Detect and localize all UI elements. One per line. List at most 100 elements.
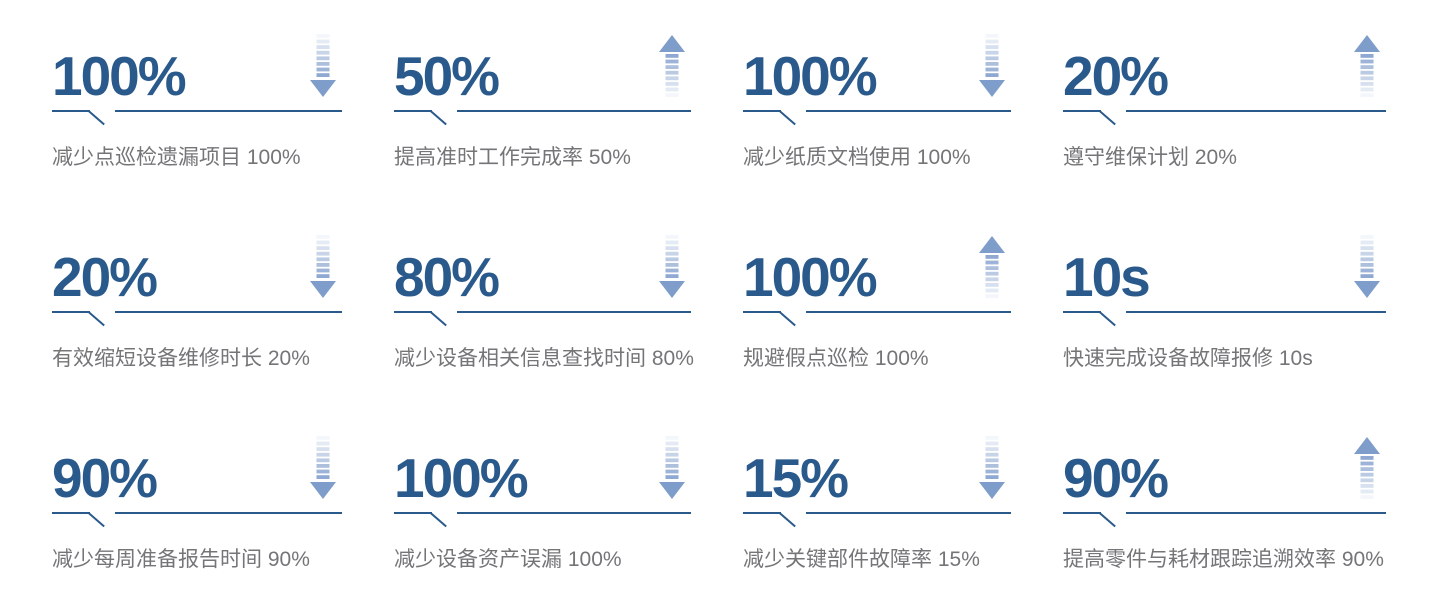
underline-decoration (52, 110, 342, 126)
underline-main-segment (115, 311, 342, 313)
underline-main-segment (806, 110, 1011, 112)
arrow-down-icon (310, 34, 336, 97)
stat-value: 90% (52, 446, 158, 509)
stat-value: 20% (52, 245, 158, 308)
stat-top-row: 100% (743, 30, 1011, 107)
stat-label: 提高零件与耗材跟踪追溯效率 90% (1063, 548, 1384, 571)
stat-label: 遵守维保计划 20% (1063, 146, 1237, 169)
underline-decoration (52, 512, 342, 528)
stat-value: 100% (743, 44, 878, 107)
stat-top-row: 10s (1063, 231, 1386, 304)
stat-card: 100% 减少纸质文档使用 100% (743, 30, 1011, 172)
underline-notch (429, 512, 447, 528)
trend-up-indicator (1354, 436, 1380, 500)
underline-left-segment (1063, 311, 1101, 313)
stat-card: 100% 规避假点巡检 100% (743, 231, 1011, 373)
stat-top-row: 50% (394, 30, 691, 107)
underline-left-segment (394, 512, 432, 514)
underline-decoration (1063, 512, 1386, 528)
trend-up-indicator (659, 34, 685, 98)
stat-value: 50% (394, 44, 500, 107)
underline-left-segment (1063, 110, 1101, 112)
stat-value: 15% (743, 446, 849, 509)
underline-main-segment (457, 311, 691, 313)
trend-down-indicator (1354, 235, 1380, 299)
stat-value: 100% (394, 446, 529, 509)
stat-top-row: 20% (52, 231, 342, 308)
underline-left-segment (743, 311, 781, 313)
stat-top-row: 100% (743, 231, 1011, 308)
stat-top-row: 90% (1063, 432, 1386, 509)
underline-notch (778, 512, 796, 528)
underline-decoration (743, 311, 1011, 327)
arrow-up-icon (1354, 437, 1380, 499)
stat-card: 10s 快速完成设备故障报修 10s (1063, 231, 1386, 373)
stat-label: 有效缩短设备维修时长 20% (52, 347, 310, 370)
underline-left-segment (52, 512, 90, 514)
trend-down-indicator (310, 34, 336, 98)
underline-decoration (1063, 110, 1386, 126)
trend-down-indicator (979, 436, 1005, 500)
stat-value: 90% (1063, 446, 1169, 509)
stat-card: 20% 遵守维保计划 20% (1063, 30, 1386, 172)
stat-label: 减少设备资产误漏 100% (394, 548, 622, 571)
stat-top-row: 80% (394, 231, 691, 308)
underline-left-segment (52, 311, 90, 313)
stat-top-row: 20% (1063, 30, 1386, 103)
arrow-down-icon (659, 436, 685, 499)
underline-decoration (52, 311, 342, 327)
underline-left-segment (394, 110, 432, 112)
underline-main-segment (806, 512, 1011, 514)
underline-decoration (743, 110, 1011, 126)
stat-label: 提高准时工作完成率 50% (394, 146, 631, 169)
underline-notch (1098, 110, 1116, 126)
underline-notch (87, 311, 105, 327)
stat-label: 减少点巡检遗漏项目 100% (52, 146, 301, 169)
stat-card: 80% 减少设备相关信息查找时间 80% (394, 231, 694, 373)
stats-grid: 100% 减少点巡检遗漏项目 100% 50% 提高准时工作完成率 50% 10… (52, 30, 1437, 574)
underline-notch (1098, 311, 1116, 327)
underline-decoration (394, 311, 691, 327)
stat-card: 100% 减少点巡检遗漏项目 100% (52, 30, 342, 172)
underline-main-segment (457, 512, 691, 514)
stat-card: 20% 有效缩短设备维修时长 20% (52, 231, 342, 373)
underline-left-segment (52, 110, 90, 112)
stat-top-row: 15% (743, 432, 1011, 509)
arrow-up-icon (659, 35, 685, 97)
trend-down-indicator (659, 436, 685, 500)
trend-down-indicator (310, 436, 336, 500)
underline-left-segment (394, 311, 432, 313)
stat-label: 减少设备相关信息查找时间 80% (394, 347, 694, 370)
trend-up-indicator (1354, 34, 1380, 98)
stat-value: 100% (743, 245, 878, 308)
underline-left-segment (743, 110, 781, 112)
arrow-down-icon (979, 436, 1005, 499)
underline-notch (429, 110, 447, 126)
underline-notch (87, 110, 105, 126)
underline-notch (429, 311, 447, 327)
underline-main-segment (1126, 311, 1386, 313)
stat-label: 减少关键部件故障率 15% (743, 548, 980, 571)
arrow-up-icon (979, 236, 1005, 298)
stat-label: 规避假点巡检 100% (743, 347, 929, 370)
underline-decoration (1063, 311, 1386, 327)
underline-decoration (394, 110, 691, 126)
stat-card: 100% 减少设备资产误漏 100% (394, 432, 691, 574)
stat-card: 90% 提高零件与耗材跟踪追溯效率 90% (1063, 432, 1386, 574)
stat-value: 100% (52, 44, 187, 107)
trend-up-indicator (979, 235, 1005, 299)
stat-value: 80% (394, 245, 500, 308)
underline-left-segment (1063, 512, 1101, 514)
arrow-down-icon (979, 34, 1005, 97)
underline-main-segment (1126, 512, 1386, 514)
underline-decoration (743, 512, 1011, 528)
underline-notch (778, 110, 796, 126)
underline-left-segment (743, 512, 781, 514)
underline-main-segment (115, 110, 342, 112)
underline-notch (778, 311, 796, 327)
arrow-down-icon (310, 436, 336, 499)
arrow-down-icon (1354, 235, 1380, 298)
trend-down-indicator (310, 235, 336, 299)
underline-main-segment (457, 110, 691, 112)
